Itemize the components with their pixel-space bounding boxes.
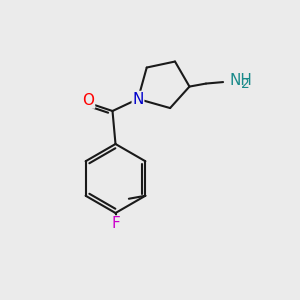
Text: N: N [132, 92, 144, 106]
Text: O: O [82, 93, 94, 108]
Text: NH: NH [229, 73, 252, 88]
Text: 2: 2 [241, 76, 250, 91]
Text: F: F [111, 216, 120, 231]
